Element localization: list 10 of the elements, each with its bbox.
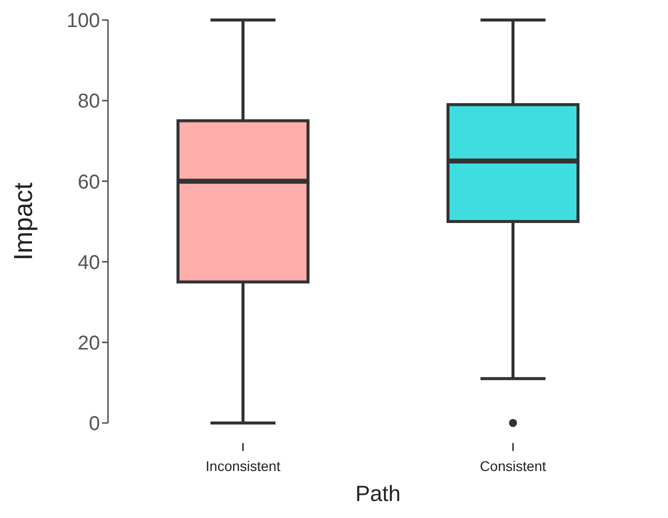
y-tick-label: 100	[66, 10, 100, 32]
y-tick-label: 0	[88, 413, 100, 436]
x-axis-title: Path	[355, 481, 401, 506]
y-tick-label: 20	[78, 332, 100, 354]
y-tick-label: 80	[78, 90, 100, 113]
x-tick-label: Inconsistent	[206, 458, 280, 474]
x-tick-label: Consistent	[480, 458, 546, 474]
y-axis-title: Impact	[8, 182, 38, 261]
y-tick-label: 40	[78, 252, 100, 274]
y-tick-label: 60	[78, 171, 100, 194]
